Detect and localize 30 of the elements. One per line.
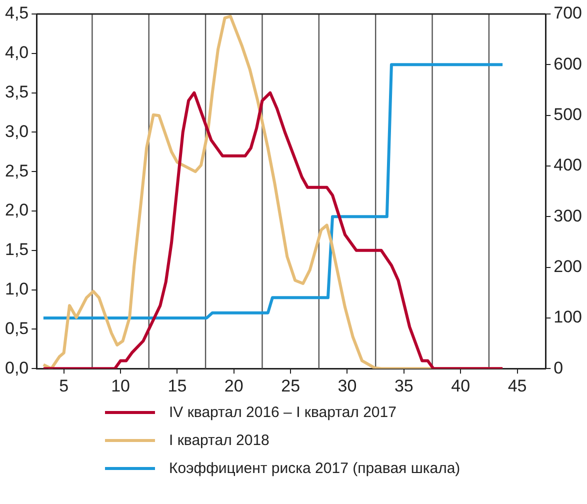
y-tick-label: 4,5: [4, 4, 29, 23]
y2-tick-label: 400: [554, 156, 582, 175]
legend-label: Коэффициент риска 2017 (правая шкала): [169, 460, 460, 476]
x-tick-label: 45: [508, 376, 527, 396]
x-tick-label: 25: [281, 376, 300, 396]
y-tick-label: 0,5: [4, 318, 29, 338]
y-tick-label: 1,5: [4, 240, 29, 260]
y2-tick-label: 500: [554, 105, 582, 124]
y2-tick-label: 0: [554, 358, 564, 378]
x-tick-label: 20: [224, 376, 244, 396]
y-tick-label: 3,5: [4, 82, 29, 102]
y-tick-label: 1,0: [4, 279, 29, 298]
x-tick-label: 40: [451, 376, 470, 396]
x-tick-label: 15: [168, 376, 187, 396]
y-tick-label: 0,0: [4, 358, 29, 378]
x-tick-label: 35: [394, 376, 414, 396]
y-tick-label: 3,0: [4, 122, 29, 141]
y2-tick-label: 200: [554, 256, 582, 276]
y-tick-label: 2,0: [4, 200, 29, 220]
x-tick-label: 5: [59, 376, 69, 396]
x-tick-label: 30: [338, 376, 357, 396]
y-tick-label: 2,5: [4, 161, 29, 180]
y2-tick-label: 700: [554, 4, 582, 23]
x-tick-label: 10: [111, 376, 130, 396]
y-tick-label: 4,0: [4, 43, 29, 62]
y2-tick-label: 600: [554, 54, 582, 74]
y2-tick-label: 300: [554, 206, 582, 226]
y2-tick-label: 100: [554, 308, 582, 327]
legend-label: I квартал 2018: [169, 432, 270, 448]
legend-label: IV квартал 2016 – I квартал 2017: [169, 404, 396, 420]
